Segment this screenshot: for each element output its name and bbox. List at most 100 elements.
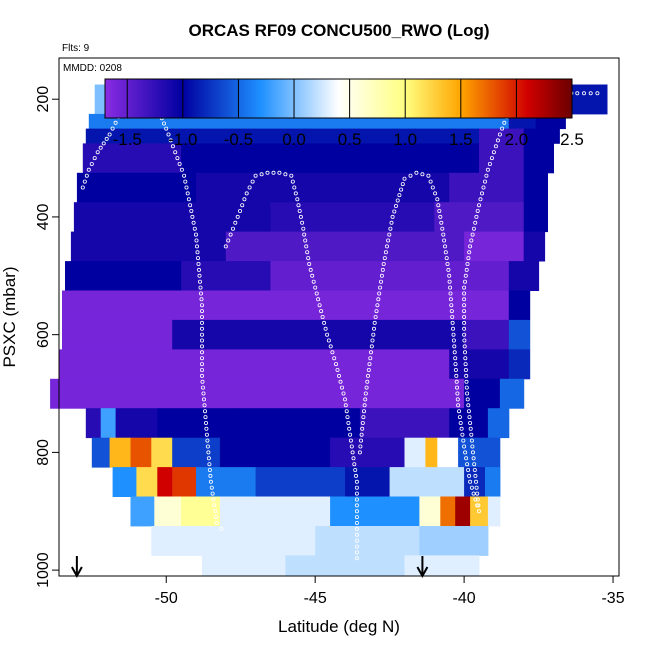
track-point [302, 232, 307, 237]
x-tick-label: -40 [453, 590, 476, 607]
track-point [462, 338, 467, 343]
track-point [469, 432, 474, 437]
track-point [290, 179, 295, 184]
track-point [113, 120, 118, 125]
track-point [354, 515, 359, 520]
track-point [466, 467, 471, 472]
track-point [462, 303, 467, 308]
track-point [365, 373, 370, 378]
track-point [462, 320, 467, 325]
track-point [595, 91, 600, 96]
track-point [228, 232, 233, 237]
track-point [183, 179, 188, 184]
track-point [307, 261, 312, 266]
track-point [354, 550, 359, 555]
heat-cell [470, 496, 489, 527]
heat-cell [315, 526, 420, 556]
track-point [253, 173, 258, 178]
track-point [453, 367, 458, 372]
track-point [199, 303, 204, 308]
track-point [463, 356, 468, 361]
track-point [447, 279, 452, 284]
track-point [466, 256, 471, 261]
track-point [354, 497, 359, 502]
heat-cell [449, 172, 525, 203]
track-point [194, 244, 199, 249]
track-point [179, 167, 184, 172]
heat-cell [270, 202, 435, 233]
track-point [199, 326, 204, 331]
track-point [462, 291, 467, 296]
track-point [478, 197, 483, 202]
track-point [184, 185, 189, 190]
track-point [457, 415, 462, 420]
track-point [493, 144, 498, 149]
track-point [369, 344, 374, 349]
track-point [458, 420, 463, 425]
track-point [464, 385, 469, 390]
track-point [456, 403, 461, 408]
track-point [433, 191, 438, 196]
track-point [173, 150, 178, 155]
track-point [440, 226, 445, 231]
track-point [199, 297, 204, 302]
track-point [283, 172, 288, 177]
track-point [473, 220, 478, 225]
track-point [448, 285, 453, 290]
track-point [207, 467, 212, 472]
track-point [358, 444, 363, 449]
track-point [390, 214, 395, 219]
track-point [378, 279, 383, 284]
y-axis: 200 400 600 800 1000 [35, 86, 59, 588]
heat-cell [508, 319, 531, 350]
track-point [461, 438, 466, 443]
track-point [226, 238, 231, 243]
track-point [445, 261, 450, 266]
track-point [323, 326, 328, 331]
track-point [378, 285, 383, 290]
track-point [335, 367, 340, 372]
track-point [459, 426, 464, 431]
track-point [199, 362, 204, 367]
track-point [198, 291, 203, 296]
track-point [80, 185, 85, 190]
track-point [244, 191, 249, 196]
track-point [191, 220, 196, 225]
track-point [314, 291, 319, 296]
track-point [443, 250, 448, 255]
track-point [200, 379, 205, 384]
track-point [414, 170, 419, 175]
colorbar-tick-label: 1.0 [393, 130, 417, 149]
track-point [388, 226, 393, 231]
track-point [470, 232, 475, 237]
track-point [354, 556, 359, 561]
track-point [448, 291, 453, 296]
track-point [462, 297, 467, 302]
track-point [437, 208, 442, 213]
track-point [428, 179, 433, 184]
track-point [84, 173, 89, 178]
track-point [208, 479, 213, 484]
track-point [454, 379, 459, 384]
track-point [348, 438, 353, 443]
track-point [484, 173, 489, 178]
track-point [360, 420, 365, 425]
track-point [367, 362, 372, 367]
track-point [199, 356, 204, 361]
track-point [426, 173, 431, 178]
track-point [442, 244, 447, 249]
track-point [435, 197, 440, 202]
track-point [107, 132, 112, 137]
track-point [345, 415, 350, 420]
colorbar-tick-label: -1.5 [113, 130, 142, 149]
track-point [466, 409, 471, 414]
track-point [362, 403, 367, 408]
track-point [354, 509, 359, 514]
track-point [469, 485, 474, 490]
track-point [375, 303, 380, 308]
heat-cell [508, 290, 531, 321]
position-arrows [70, 556, 429, 579]
heat-cell [345, 467, 391, 497]
track-point [213, 515, 218, 520]
track-point [209, 485, 214, 490]
